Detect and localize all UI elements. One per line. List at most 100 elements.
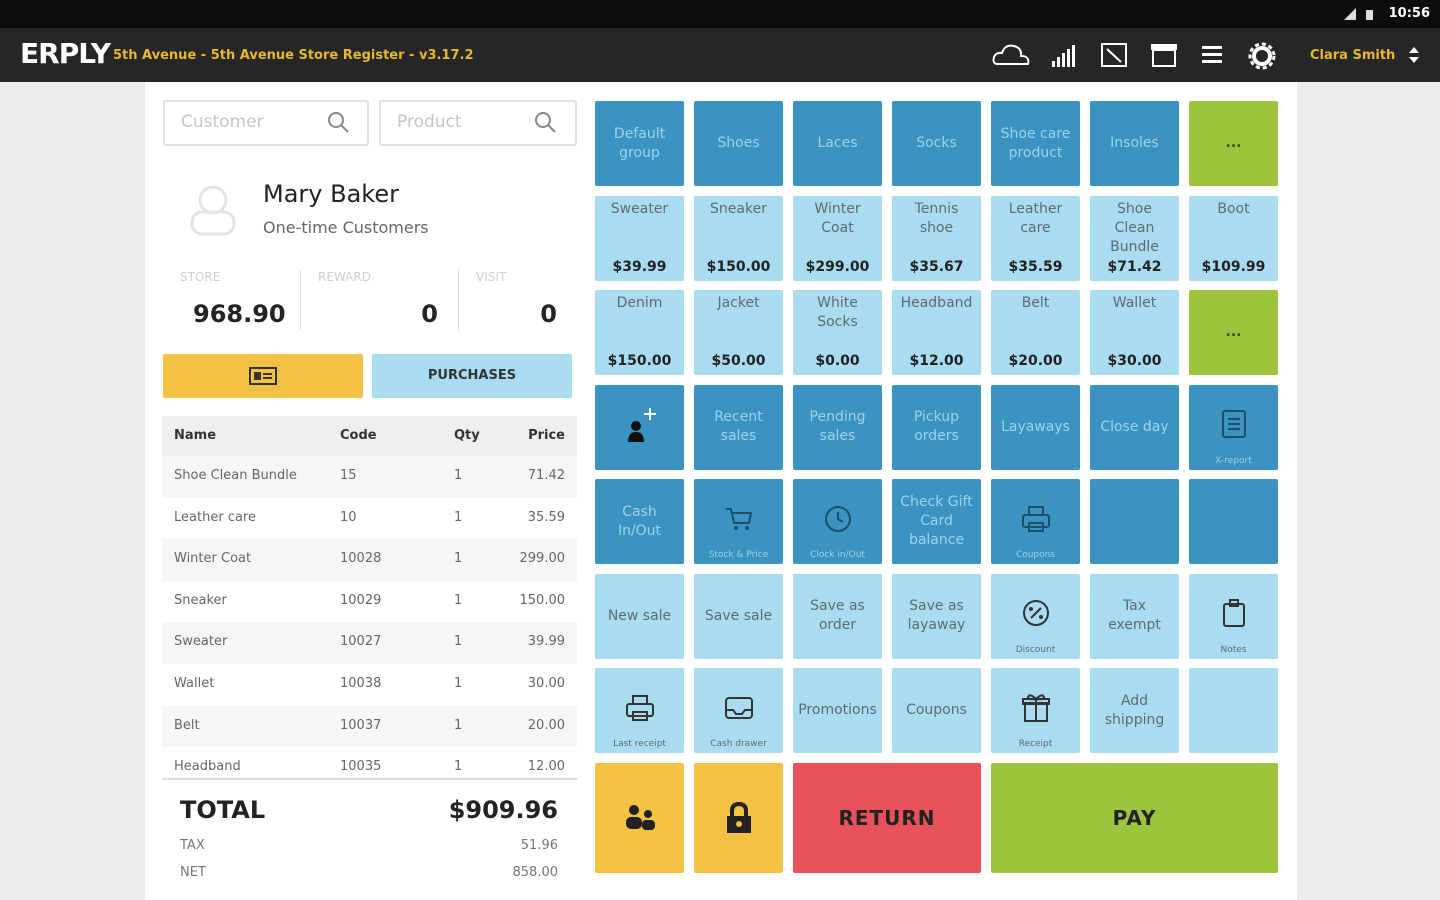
tile[interactable]: Check Gift Card balance xyxy=(892,479,981,564)
app-header: ERPLY 5th Avenue - 5th Avenue Store Regi… xyxy=(0,28,1440,82)
tile[interactable]: Save as order xyxy=(793,573,882,659)
table-cell: Wallet xyxy=(174,676,215,691)
customer-search[interactable]: Customer xyxy=(163,100,369,146)
icon-graphic xyxy=(725,507,752,530)
tile[interactable] xyxy=(1090,479,1179,564)
tile-label: Receipt xyxy=(1018,739,1053,749)
table-row[interactable]: Shoe Clean Bundle 15 1 71.42 xyxy=(162,456,577,498)
tile[interactable]: Close day xyxy=(1090,384,1179,470)
tile[interactable]: Insoles xyxy=(1090,101,1179,186)
tile[interactable]: Recent sales xyxy=(694,384,783,470)
tile-label: Stock & Price xyxy=(708,550,769,560)
column-header: Price xyxy=(528,428,565,443)
tile[interactable]: Coupons xyxy=(892,668,981,753)
tile[interactable]: Shoe Clean Bundle $71.42 xyxy=(1090,195,1179,281)
tile[interactable]: Wallet $30.00 xyxy=(1090,290,1179,375)
tile[interactable]: Boot $109.99 xyxy=(1189,195,1278,281)
tile[interactable]: Cash drawer xyxy=(694,668,783,753)
tile-label: Recent sales xyxy=(714,409,763,444)
stat-label: VISIT xyxy=(476,270,507,284)
tile-price: $0.00 xyxy=(815,353,860,369)
tile-label: Tax exempt xyxy=(1108,598,1161,633)
lock-button[interactable] xyxy=(694,763,783,873)
table-cell: 150.00 xyxy=(519,592,566,608)
return-button[interactable]: RETURN xyxy=(793,763,981,873)
tile[interactable]: Sweater $39.99 xyxy=(595,195,684,281)
tile[interactable]: Laces xyxy=(793,101,882,186)
tile[interactable] xyxy=(1189,668,1278,753)
purchases-button[interactable]: PURCHASES xyxy=(372,354,572,398)
tile[interactable]: Tax exempt xyxy=(1090,573,1179,659)
stat-label: REWARD xyxy=(318,270,371,284)
table-row[interactable]: Sweater 10027 1 39.99 xyxy=(162,622,577,664)
tile[interactable]: Socks xyxy=(892,101,981,186)
tile[interactable] xyxy=(595,384,684,470)
tile-label: Clock in/Out xyxy=(810,550,865,560)
tile[interactable]: Pending sales xyxy=(793,384,882,470)
tile-label: Boot xyxy=(1217,200,1250,217)
tile[interactable]: Belt $20.00 xyxy=(991,290,1080,375)
tile-price: $35.59 xyxy=(1008,258,1063,275)
table-cell: 10 xyxy=(340,509,357,525)
table-row[interactable]: Wallet 10038 1 30.00 xyxy=(162,664,577,706)
tile[interactable]: Clock in/Out xyxy=(793,479,882,564)
tile-label: Layaways xyxy=(1001,418,1070,435)
tax-label: TAX xyxy=(180,838,205,853)
tile[interactable]: Promotions xyxy=(793,668,882,753)
tile[interactable]: Pickup orders xyxy=(892,384,981,470)
tile-label: Sweater xyxy=(610,200,669,217)
tile[interactable]: Default group xyxy=(595,101,684,186)
column-header: Qty xyxy=(454,428,480,443)
table-row[interactable]: Winter Coat 10028 1 299.00 xyxy=(162,539,577,581)
customer-card-button[interactable] xyxy=(163,354,363,398)
tile[interactable]: Cash In/Out xyxy=(595,479,684,564)
tile[interactable]: Jacket $50.00 xyxy=(694,290,783,375)
tile[interactable]: Save sale xyxy=(694,573,783,659)
tile-label: Notes xyxy=(1220,644,1247,655)
tile-icon xyxy=(1222,598,1246,634)
tile[interactable]: Shoe care product xyxy=(991,101,1080,186)
tile[interactable]: Save as layaway xyxy=(892,573,981,659)
placeholder: Customer xyxy=(181,112,264,132)
table-row[interactable]: Belt 10037 1 20.00 xyxy=(162,705,577,748)
tile[interactable]: Winter Coat $299.00 xyxy=(793,195,882,281)
table-row[interactable]: Leather care 10 1 35.59 xyxy=(162,497,577,540)
customer-avatar xyxy=(190,185,236,236)
tile[interactable]: Denim $150.00 xyxy=(595,290,684,375)
pay-button[interactable]: PAY xyxy=(991,763,1278,873)
status-bar: 10:56 xyxy=(0,0,1440,28)
user-menu-arrow[interactable] xyxy=(1408,46,1420,64)
tile-label: Save sale xyxy=(704,607,773,624)
tile[interactable]: Receipt xyxy=(991,668,1080,753)
tile[interactable]: Sneaker $150.00 xyxy=(694,195,783,281)
user-name[interactable]: Clara Smith xyxy=(1310,48,1396,63)
table-row[interactable]: Headband 10035 1 12.00 xyxy=(162,747,577,778)
table-row[interactable]: Sneaker 10029 1 150.00 xyxy=(162,580,577,623)
tile-price: $71.42 xyxy=(1107,258,1162,275)
tile[interactable]: ... xyxy=(1189,290,1278,375)
tile-label: Save as order xyxy=(810,598,865,633)
tile[interactable]: Add shipping xyxy=(1090,668,1179,753)
tile[interactable]: Tennis shoe $35.67 xyxy=(892,195,981,281)
tile[interactable]: ... xyxy=(1189,101,1278,186)
tile[interactable]: Shoes xyxy=(694,101,783,186)
tile[interactable]: Stock & Price xyxy=(694,479,783,564)
tile-price: $299.00 xyxy=(805,258,870,275)
search-icon xyxy=(535,112,556,133)
tile[interactable]: White Socks $0.00 xyxy=(793,290,882,375)
tile[interactable]: Notes xyxy=(1189,573,1278,659)
tile[interactable] xyxy=(1189,479,1278,564)
tile[interactable]: New sale xyxy=(595,573,684,659)
tile[interactable]: X-report xyxy=(1189,384,1278,470)
tile[interactable]: Headband $12.00 xyxy=(892,290,981,375)
tile-label: Check Gift Card balance xyxy=(900,494,973,548)
tile[interactable]: Coupons xyxy=(991,479,1080,564)
tile[interactable]: Leather care $35.59 xyxy=(991,195,1080,281)
tile[interactable]: Layaways xyxy=(991,384,1080,470)
tile[interactable]: Last receipt xyxy=(595,668,684,753)
toolbar-icons[interactable] xyxy=(990,38,1290,74)
product-search[interactable]: Product xyxy=(379,100,577,146)
tile[interactable]: Discount xyxy=(991,573,1080,659)
customers-button[interactable] xyxy=(595,763,684,873)
